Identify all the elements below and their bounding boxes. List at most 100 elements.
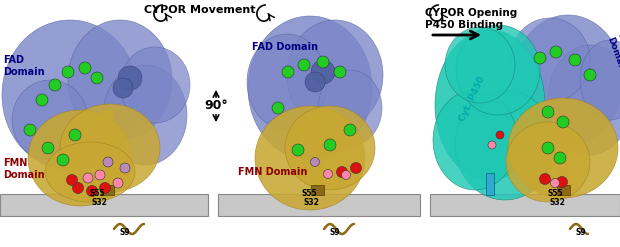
Ellipse shape [103, 65, 187, 165]
Circle shape [99, 183, 110, 193]
Ellipse shape [118, 66, 142, 90]
Circle shape [62, 66, 74, 78]
Bar [218, 194, 420, 216]
Circle shape [292, 144, 304, 156]
Ellipse shape [248, 16, 372, 160]
Circle shape [311, 158, 319, 166]
Bar [557, 185, 570, 195]
Circle shape [344, 124, 356, 136]
Ellipse shape [120, 47, 190, 123]
Ellipse shape [68, 20, 172, 140]
Circle shape [542, 142, 554, 154]
Text: S55: S55 [90, 189, 105, 198]
Ellipse shape [506, 122, 590, 202]
Circle shape [334, 66, 346, 78]
Text: S55: S55 [302, 189, 317, 198]
Circle shape [488, 141, 496, 149]
Ellipse shape [60, 104, 160, 192]
Text: S32: S32 [549, 198, 565, 207]
Ellipse shape [2, 20, 138, 170]
Circle shape [24, 124, 36, 136]
Ellipse shape [45, 142, 135, 202]
Circle shape [337, 166, 347, 178]
Bar [311, 185, 324, 195]
Bar [430, 194, 620, 216]
Circle shape [79, 62, 91, 74]
Text: S9: S9 [330, 228, 340, 237]
Circle shape [569, 54, 581, 66]
Bar [557, 115, 569, 187]
Ellipse shape [548, 45, 620, 155]
Circle shape [272, 102, 284, 114]
Circle shape [557, 116, 569, 128]
Ellipse shape [287, 20, 383, 130]
Ellipse shape [435, 30, 545, 180]
Ellipse shape [113, 78, 133, 98]
Ellipse shape [456, 25, 540, 115]
Ellipse shape [318, 70, 382, 146]
Text: Cyt. P450: Cyt. P450 [458, 75, 487, 123]
Circle shape [87, 185, 97, 197]
Bar [0, 194, 208, 216]
Circle shape [584, 69, 596, 81]
Circle shape [554, 152, 566, 164]
Circle shape [317, 56, 329, 68]
Text: CYPOR Opening
P450 Binding: CYPOR Opening P450 Binding [425, 8, 517, 30]
Ellipse shape [311, 60, 335, 84]
Ellipse shape [28, 110, 132, 206]
Ellipse shape [508, 98, 618, 198]
Text: CYPOR Movement: CYPOR Movement [144, 5, 255, 15]
Circle shape [550, 46, 562, 58]
Bar [101, 110, 113, 188]
Ellipse shape [285, 106, 375, 190]
Ellipse shape [12, 80, 88, 160]
Circle shape [298, 59, 310, 71]
Ellipse shape [580, 40, 620, 120]
Circle shape [36, 94, 48, 106]
Circle shape [91, 72, 103, 84]
Ellipse shape [255, 106, 365, 210]
Circle shape [73, 183, 84, 193]
Circle shape [557, 177, 567, 187]
Ellipse shape [455, 90, 555, 200]
Text: FAD Domain: FAD Domain [252, 42, 318, 52]
Circle shape [542, 106, 554, 118]
Circle shape [350, 163, 361, 173]
Ellipse shape [513, 15, 620, 145]
Circle shape [57, 154, 69, 166]
Circle shape [342, 170, 350, 180]
Circle shape [324, 169, 332, 179]
Circle shape [49, 79, 61, 91]
Circle shape [83, 173, 93, 183]
Text: FAD
Domain: FAD Domain [3, 55, 45, 77]
Circle shape [66, 174, 78, 185]
Circle shape [324, 139, 336, 151]
Text: S9: S9 [576, 228, 587, 237]
Ellipse shape [433, 90, 517, 190]
Circle shape [551, 179, 559, 187]
Circle shape [69, 129, 81, 141]
Circle shape [42, 142, 54, 154]
Ellipse shape [445, 27, 515, 103]
Circle shape [120, 163, 130, 173]
Ellipse shape [247, 34, 327, 130]
Circle shape [534, 52, 546, 64]
Bar [311, 115, 323, 187]
Circle shape [539, 173, 551, 185]
Text: FAD
Domain: FAD Domain [605, 32, 620, 75]
Text: FMN Domain: FMN Domain [238, 167, 308, 177]
Text: S9: S9 [120, 228, 130, 237]
Circle shape [113, 178, 123, 188]
Ellipse shape [305, 72, 325, 92]
Circle shape [95, 170, 105, 180]
Text: FMN
Domain: FMN Domain [618, 128, 620, 171]
Circle shape [496, 131, 504, 139]
Bar [100, 185, 113, 195]
Text: FMN
Domain: FMN Domain [3, 158, 45, 180]
Bar [486, 173, 494, 195]
Text: S32: S32 [304, 198, 320, 207]
Text: 90°: 90° [204, 99, 228, 111]
Circle shape [103, 157, 113, 167]
Text: S32: S32 [91, 198, 107, 207]
Circle shape [282, 66, 294, 78]
